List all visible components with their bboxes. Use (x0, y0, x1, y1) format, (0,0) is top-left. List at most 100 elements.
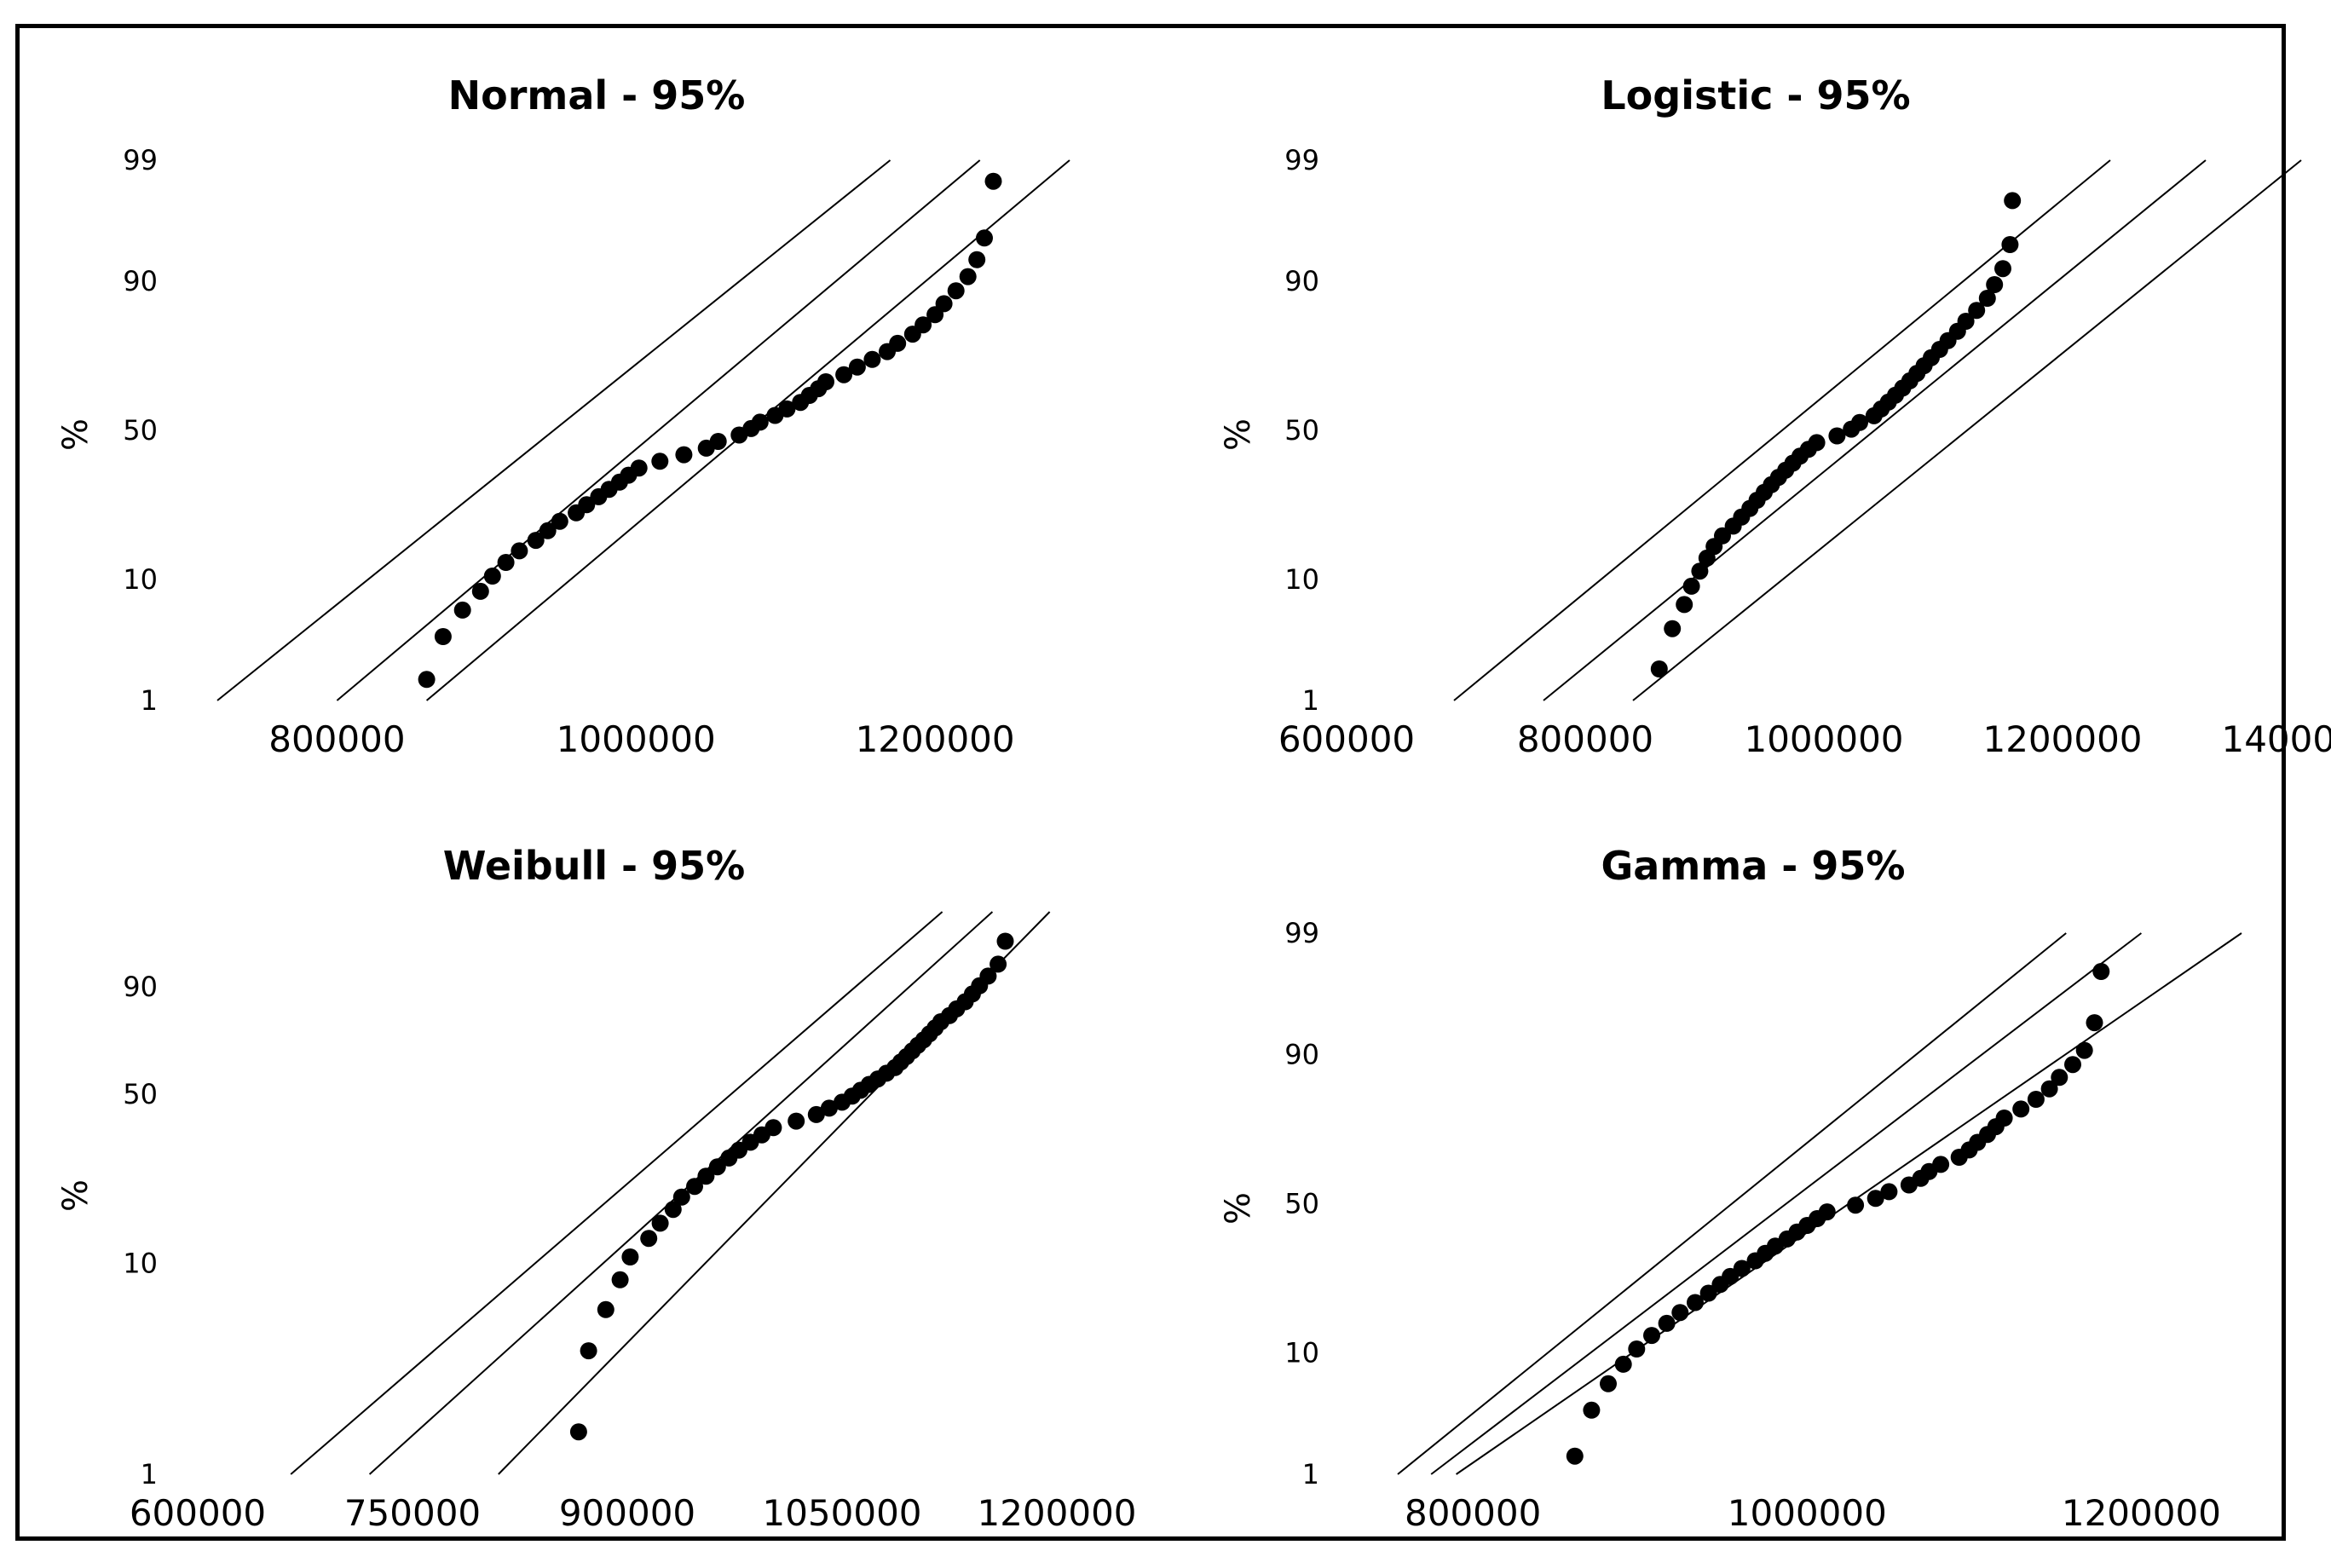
data-point (1994, 260, 2011, 278)
x-tick-label: 800000 (268, 718, 405, 760)
y-tick-label: 1 (141, 1458, 158, 1490)
upper-confidence-line (1397, 932, 2067, 1475)
data-point (2040, 1080, 2058, 1098)
data-point (807, 1105, 825, 1123)
upper-confidence-line (1453, 159, 2111, 701)
x-tick-label: 1000000 (1728, 1492, 1887, 1534)
y-tick-label: 90 (123, 265, 158, 297)
y-tick-label: 1 (1302, 1458, 1319, 1490)
data-point (578, 496, 596, 514)
data-point (1614, 1355, 1632, 1373)
y-tick-label: 90 (1284, 265, 1319, 297)
data-point (697, 1167, 715, 1185)
data-point (709, 433, 727, 450)
x-tick-label: 800000 (1405, 1492, 1541, 1534)
x-tick-label: 750000 (344, 1492, 481, 1534)
data-point (1699, 1284, 1717, 1302)
data-point (1687, 1294, 1704, 1311)
logistic-plot-panel: Logistic - 95% % 600000 800000 1000000 1200… (1219, 72, 2331, 760)
data-point (848, 358, 866, 376)
y-axis-label: % (56, 1179, 95, 1212)
data-point (990, 955, 1007, 973)
data-point (2027, 1091, 2045, 1108)
chart-title: Normal - 95% (448, 72, 746, 118)
data-point (1932, 1156, 1950, 1173)
data-point (959, 268, 977, 285)
data-point (672, 1188, 690, 1206)
data-point (1583, 1401, 1601, 1419)
data-point (979, 967, 997, 985)
data-point (1566, 1447, 1584, 1465)
data-point (453, 601, 471, 619)
y-axis-label: % (56, 418, 95, 451)
data-point (1682, 577, 1700, 595)
y-tick-label: 10 (1284, 1337, 1319, 1369)
data-point (820, 1099, 838, 1117)
x-tick-label: 600000 (130, 1492, 266, 1534)
data-point (1986, 276, 2004, 293)
data-point (2012, 1100, 2030, 1118)
y-tick-label: 50 (1284, 1188, 1319, 1220)
data-point (764, 1119, 782, 1137)
chart-title: Weibull - 95% (443, 843, 746, 889)
y-tick-label: 99 (123, 144, 158, 176)
y-axis-label: % (1219, 418, 1258, 451)
gamma-plot-panel: Gamma - 95% % 800000 1000000 1200000 1 10 50 9… (1219, 843, 2242, 1534)
data-point (471, 582, 489, 600)
data-point (1600, 1375, 1617, 1392)
data-point (651, 1214, 669, 1232)
data-point (1664, 620, 1682, 637)
data-point (935, 295, 953, 313)
data-point (551, 512, 568, 530)
y-tick-label: 99 (1284, 144, 1319, 176)
x-tick-label: 800000 (1517, 718, 1653, 760)
data-point (984, 172, 1002, 190)
data-point (686, 1178, 703, 1196)
data-point (2092, 963, 2110, 980)
y-tick-label: 50 (123, 1078, 158, 1110)
data-point (863, 350, 881, 368)
data-point (778, 400, 796, 418)
data-point (611, 1271, 629, 1288)
fit-line (1430, 932, 2143, 1475)
y-tick-label: 50 (123, 414, 158, 447)
data-point (418, 671, 436, 689)
fit-line (336, 159, 981, 701)
data-point (1643, 1327, 1660, 1345)
figure-frame (15, 24, 2286, 1541)
x-tick-label: 900000 (559, 1492, 695, 1534)
data-point (1628, 1340, 1646, 1358)
data-point (1828, 427, 1846, 445)
data-point (483, 568, 501, 585)
y-tick-label: 90 (123, 971, 158, 1003)
data-point (889, 334, 907, 352)
data-point (1995, 1110, 2013, 1127)
data-point (915, 316, 932, 334)
data-point (1691, 562, 1709, 580)
data-point (1847, 1196, 1865, 1214)
data-point (1957, 313, 1975, 330)
data-point (1650, 660, 1668, 677)
data-point (539, 522, 557, 539)
y-tick-label: 10 (1284, 563, 1319, 596)
upper-confidence-line (290, 911, 943, 1475)
y-tick-label: 99 (1284, 917, 1319, 949)
data-point (664, 1201, 682, 1219)
data-point (2075, 1041, 2093, 1059)
y-tick-label: 10 (123, 1248, 158, 1280)
data-point (788, 1112, 805, 1130)
data-point (434, 628, 452, 645)
chart-title: Gamma - 95% (1601, 843, 1906, 889)
data-point (996, 932, 1014, 950)
data-point (640, 1230, 658, 1248)
data-point (569, 1423, 587, 1441)
data-point (976, 229, 993, 247)
data-point (817, 373, 834, 390)
x-tick-label: 1400000 (2221, 718, 2331, 760)
data-point (2064, 1056, 2081, 1074)
data-point (1658, 1314, 1676, 1332)
fit-line (1543, 159, 2207, 701)
x-tick-label: 1200000 (2062, 1492, 2221, 1534)
data-point (527, 532, 545, 550)
data-point (511, 542, 528, 560)
